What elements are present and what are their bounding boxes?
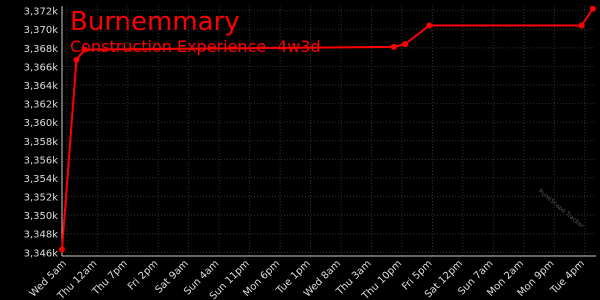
y-tick-label: 3,346k	[24, 248, 59, 259]
y-tick-label: 3,354k	[24, 174, 59, 185]
point	[578, 22, 585, 29]
y-tick-label: 3,360k	[24, 118, 59, 129]
y-tick-label: 3,364k	[24, 81, 59, 92]
y-tick-label: 3,368k	[24, 44, 59, 55]
y-tick-label: 3,352k	[24, 193, 59, 204]
point	[390, 43, 397, 50]
point	[426, 22, 433, 29]
y-tick-label: 3,362k	[24, 100, 59, 111]
y-tick-label: 3,358k	[24, 137, 59, 148]
point	[402, 41, 409, 48]
point	[59, 246, 65, 253]
y-tick-label: 3,348k	[24, 230, 59, 241]
point	[589, 5, 596, 12]
chart-title: Burnemmary	[70, 7, 240, 37]
y-tick-label: 3,370k	[24, 25, 59, 36]
y-tick-label: 3,366k	[24, 62, 59, 73]
chart-subtitle: Construction Experience -4w3d	[70, 37, 321, 56]
point	[81, 46, 88, 53]
y-tick-label: 3,356k	[24, 155, 59, 166]
y-tick-label: 3,350k	[24, 211, 59, 222]
point	[73, 56, 80, 63]
y-tick-label: 3,372k	[24, 7, 59, 18]
